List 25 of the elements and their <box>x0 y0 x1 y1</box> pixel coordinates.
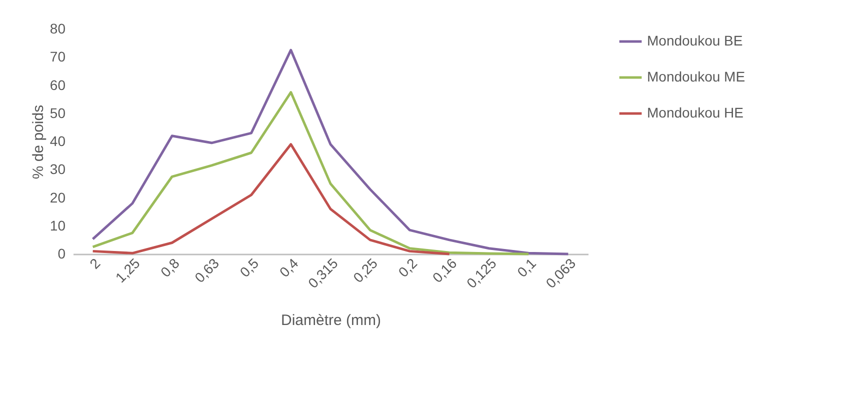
y-tick-label: 0 <box>58 246 66 262</box>
y-axis-title: % de poids <box>30 104 47 180</box>
line-series <box>92 91 530 256</box>
y-tick-label: 70 <box>50 48 66 65</box>
x-tick-label: 2 <box>86 254 104 272</box>
x-tick-label: 0,5 <box>236 254 262 280</box>
legend-label: Mondoukou ME <box>647 68 746 84</box>
y-tick-label: 60 <box>50 76 66 93</box>
y-tick-label: 10 <box>50 217 66 234</box>
x-tick-label: 0,63 <box>191 254 222 286</box>
y-tick-label: 50 <box>50 104 66 121</box>
x-axis-title: Diamètre (mm) <box>281 312 381 330</box>
y-tick-label: 30 <box>50 161 66 178</box>
x-tick-label: 0,4 <box>276 254 302 280</box>
y-tick-label: 20 <box>50 189 66 206</box>
x-tick-label: 0,2 <box>395 254 420 280</box>
x-tick-label: 0,8 <box>157 254 183 280</box>
x-tick-label: 0,1 <box>514 254 540 280</box>
x-tick-label: 0,16 <box>429 254 460 286</box>
legend-label: Mondoukou BE <box>647 32 743 48</box>
line-series <box>92 143 451 256</box>
y-tick-label: 80 <box>50 20 66 36</box>
legend-label: Mondoukou HE <box>647 104 744 120</box>
y-tick-label: 40 <box>50 133 66 149</box>
line-series <box>92 48 570 256</box>
